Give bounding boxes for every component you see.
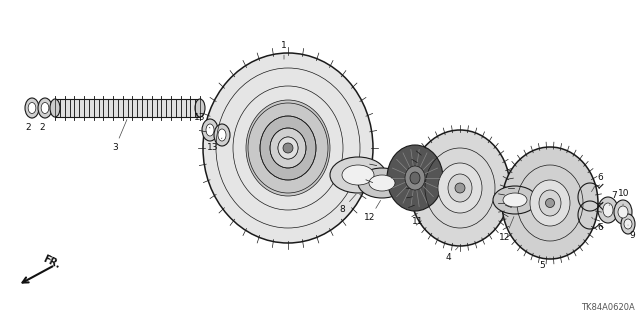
- Polygon shape: [55, 99, 200, 117]
- Text: FR.: FR.: [42, 254, 62, 270]
- Circle shape: [283, 143, 293, 153]
- Ellipse shape: [502, 147, 598, 259]
- Text: 4: 4: [445, 247, 458, 263]
- Circle shape: [545, 198, 554, 207]
- Ellipse shape: [410, 130, 510, 246]
- Ellipse shape: [618, 206, 628, 218]
- Text: 1: 1: [281, 41, 287, 59]
- Ellipse shape: [278, 137, 298, 159]
- Ellipse shape: [387, 145, 443, 211]
- Ellipse shape: [246, 100, 330, 196]
- Text: 8: 8: [339, 194, 356, 214]
- Ellipse shape: [621, 214, 635, 234]
- Ellipse shape: [405, 166, 425, 190]
- Text: 10: 10: [618, 189, 630, 205]
- Text: 7: 7: [609, 190, 617, 205]
- Text: 11: 11: [412, 211, 424, 226]
- Text: 13: 13: [207, 138, 222, 152]
- Text: 3: 3: [112, 120, 127, 152]
- Ellipse shape: [203, 53, 373, 243]
- Text: 2: 2: [25, 118, 32, 132]
- Ellipse shape: [206, 124, 214, 136]
- Ellipse shape: [38, 98, 52, 118]
- Ellipse shape: [28, 102, 36, 114]
- Ellipse shape: [598, 197, 618, 223]
- Ellipse shape: [603, 203, 613, 217]
- Ellipse shape: [214, 124, 230, 146]
- Text: TK84A0620A: TK84A0620A: [581, 303, 635, 312]
- Circle shape: [455, 183, 465, 193]
- Ellipse shape: [448, 174, 472, 202]
- Text: 9: 9: [628, 225, 635, 240]
- Ellipse shape: [438, 163, 482, 213]
- Text: 2: 2: [39, 118, 45, 132]
- Text: 6: 6: [591, 174, 603, 192]
- Ellipse shape: [330, 157, 386, 193]
- Ellipse shape: [342, 165, 374, 185]
- Text: 5: 5: [539, 258, 550, 270]
- Ellipse shape: [25, 98, 39, 118]
- Text: 13: 13: [195, 114, 210, 128]
- Ellipse shape: [614, 200, 632, 224]
- Ellipse shape: [358, 168, 406, 198]
- Text: 12: 12: [364, 200, 381, 222]
- Ellipse shape: [369, 175, 395, 191]
- Ellipse shape: [260, 116, 316, 180]
- Ellipse shape: [624, 219, 632, 229]
- Ellipse shape: [218, 129, 226, 141]
- Text: 12: 12: [499, 217, 514, 242]
- Ellipse shape: [539, 190, 561, 216]
- Ellipse shape: [410, 172, 420, 184]
- Ellipse shape: [270, 128, 306, 168]
- Ellipse shape: [41, 102, 49, 114]
- Ellipse shape: [195, 99, 205, 117]
- Ellipse shape: [530, 180, 570, 226]
- Ellipse shape: [493, 186, 537, 214]
- Ellipse shape: [202, 119, 218, 141]
- Ellipse shape: [50, 99, 60, 117]
- Ellipse shape: [503, 193, 527, 207]
- Text: 6: 6: [592, 217, 603, 233]
